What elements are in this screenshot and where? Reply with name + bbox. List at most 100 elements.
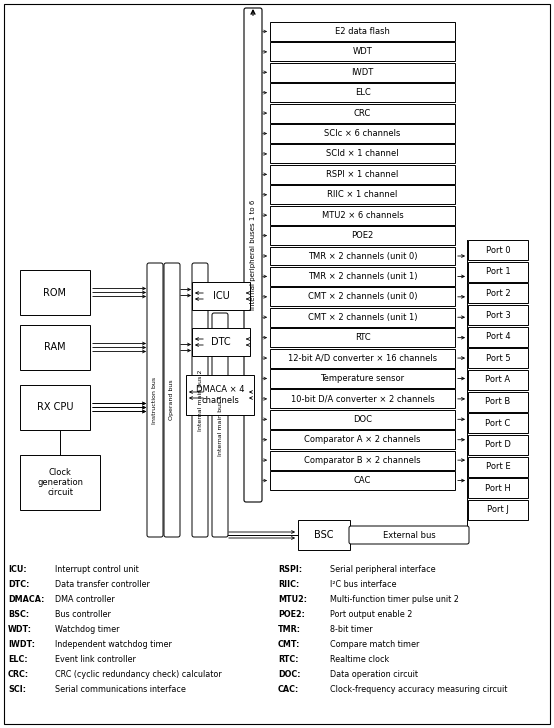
Text: Independent watchdog timer: Independent watchdog timer — [55, 640, 172, 649]
Text: MTU2:: MTU2: — [278, 595, 307, 604]
Text: RIIC:: RIIC: — [278, 580, 299, 589]
Text: Event link controller: Event link controller — [55, 655, 136, 664]
Text: E2 data flash: E2 data flash — [335, 27, 390, 36]
Bar — [270, 369, 455, 388]
Text: Multi-function timer pulse unit 2: Multi-function timer pulse unit 2 — [330, 595, 459, 604]
Bar — [468, 283, 528, 304]
Text: CMT × 2 channels (unit 0): CMT × 2 channels (unit 0) — [308, 293, 417, 301]
Bar — [468, 456, 528, 477]
Bar — [270, 288, 455, 306]
Text: CRC (cyclic redundancy check) calculator: CRC (cyclic redundancy check) calculator — [55, 670, 222, 679]
Text: External bus: External bus — [383, 531, 435, 539]
Bar — [468, 261, 528, 282]
Text: I²C bus interface: I²C bus interface — [330, 580, 397, 589]
Bar — [270, 471, 455, 490]
Text: CRC:: CRC: — [8, 670, 29, 679]
Text: Comparator B × 2 channels: Comparator B × 2 channels — [304, 456, 421, 464]
Text: RX CPU: RX CPU — [37, 403, 73, 413]
Text: IWDT: IWDT — [351, 68, 373, 76]
Bar — [270, 186, 455, 205]
Text: RSPI:: RSPI: — [278, 565, 302, 574]
Text: CMT × 2 channels (unit 1): CMT × 2 channels (unit 1) — [308, 313, 417, 322]
Bar — [270, 226, 455, 245]
Bar — [468, 370, 528, 390]
Bar — [270, 389, 455, 408]
Bar — [270, 124, 455, 143]
Text: Bus controller: Bus controller — [55, 610, 111, 619]
Text: Instruction bus: Instruction bus — [152, 376, 157, 424]
Text: Data transfer controller: Data transfer controller — [55, 580, 150, 589]
Bar — [270, 328, 455, 347]
Text: Temperature sensor: Temperature sensor — [320, 374, 404, 383]
Text: CRC: CRC — [354, 108, 371, 118]
Text: Port 1: Port 1 — [486, 267, 510, 276]
Text: 8-bit timer: 8-bit timer — [330, 625, 373, 634]
Text: RTC:: RTC: — [278, 655, 299, 664]
Text: TMR × 2 channels (unit 1): TMR × 2 channels (unit 1) — [308, 272, 417, 281]
FancyBboxPatch shape — [164, 263, 180, 537]
FancyBboxPatch shape — [244, 8, 262, 502]
Text: SCIc × 6 channels: SCIc × 6 channels — [324, 129, 401, 138]
Text: Port A: Port A — [485, 376, 511, 384]
Text: Watchdog timer: Watchdog timer — [55, 625, 120, 634]
Text: CMT:: CMT: — [278, 640, 300, 649]
Bar — [468, 414, 528, 433]
Text: Interrupt control unit: Interrupt control unit — [55, 565, 138, 574]
Text: DMACA × 4
channels: DMACA × 4 channels — [196, 385, 244, 405]
Text: Port 0: Port 0 — [486, 245, 510, 255]
Text: Port B: Port B — [485, 397, 511, 406]
Text: Port E: Port E — [486, 462, 510, 471]
Text: Serial communications interface: Serial communications interface — [55, 685, 186, 694]
Bar — [20, 270, 90, 315]
Text: SCI:: SCI: — [8, 685, 26, 694]
Bar — [270, 410, 455, 429]
Bar — [192, 282, 250, 310]
Bar — [20, 455, 100, 510]
Text: Operand bus: Operand bus — [170, 380, 175, 420]
Text: Port H: Port H — [485, 484, 511, 493]
Bar — [192, 328, 250, 356]
Text: Serial peripheral interface: Serial peripheral interface — [330, 565, 435, 574]
Bar — [298, 520, 350, 550]
Bar — [270, 144, 455, 163]
Text: ELC: ELC — [355, 88, 371, 98]
Text: DOC: DOC — [353, 415, 372, 424]
Text: DMACA:: DMACA: — [8, 595, 44, 604]
Text: ROM: ROM — [44, 288, 66, 298]
Bar — [468, 327, 528, 347]
Bar — [20, 385, 90, 430]
Text: DTC:: DTC: — [8, 580, 29, 589]
Bar — [468, 435, 528, 455]
Text: Port J: Port J — [487, 505, 509, 515]
Text: RAM: RAM — [44, 342, 66, 352]
Text: Port 3: Port 3 — [486, 311, 510, 320]
Bar — [270, 63, 455, 82]
Text: BSC: BSC — [314, 530, 334, 540]
Bar — [270, 165, 455, 183]
Text: Port 4: Port 4 — [486, 332, 510, 341]
Bar — [468, 500, 528, 520]
Bar — [270, 22, 455, 41]
Text: IWDT:: IWDT: — [8, 640, 35, 649]
FancyBboxPatch shape — [192, 263, 208, 537]
Text: ELC:: ELC: — [8, 655, 28, 664]
Text: BSC:: BSC: — [8, 610, 29, 619]
Text: Port 5: Port 5 — [486, 354, 510, 363]
Text: Port output enable 2: Port output enable 2 — [330, 610, 412, 619]
Text: WDT:: WDT: — [8, 625, 32, 634]
Text: DTC: DTC — [211, 337, 231, 347]
Bar — [270, 83, 455, 102]
Text: 10-bit D/A converter × 2 channels: 10-bit D/A converter × 2 channels — [291, 395, 434, 403]
Text: RSPI × 1 channel: RSPI × 1 channel — [326, 170, 399, 179]
Text: Data operation circuit: Data operation circuit — [330, 670, 418, 679]
Text: 12-bit A/D converter × 16 channels: 12-bit A/D converter × 16 channels — [288, 354, 437, 363]
Bar — [468, 348, 528, 368]
Text: Internal main bus 1: Internal main bus 1 — [218, 395, 223, 456]
Text: CAC:: CAC: — [278, 685, 299, 694]
Bar — [270, 451, 455, 470]
FancyBboxPatch shape — [212, 313, 228, 537]
Text: ICU:: ICU: — [8, 565, 27, 574]
Text: RTC: RTC — [355, 333, 370, 342]
Text: Port D: Port D — [485, 440, 511, 449]
Text: Clock-frequency accuracy measuring circuit: Clock-frequency accuracy measuring circu… — [330, 685, 507, 694]
